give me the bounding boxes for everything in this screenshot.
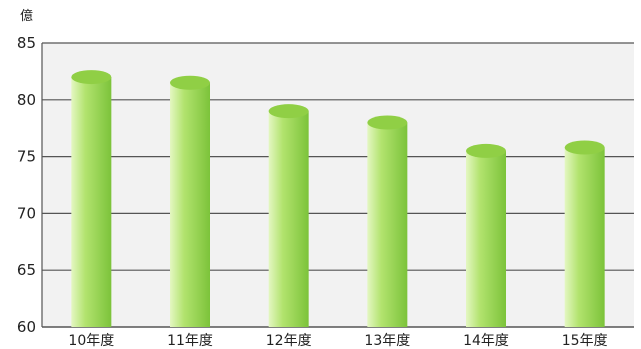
y-tick-label: 60 [17,318,36,336]
bar [170,75,210,327]
bar-top [170,75,210,90]
bar-top [71,70,112,85]
bars [71,70,605,328]
bar [268,104,309,327]
plot-area [42,43,634,327]
bar-body [564,147,605,327]
x-tick-label: 13年度 [364,333,410,349]
bar [367,115,408,328]
bar-body [466,150,506,327]
bar [466,143,506,327]
gridlines [42,42,634,328]
bar [564,140,605,327]
bar-top [268,104,309,119]
y-tick-label: 65 [17,261,36,279]
x-axis: 10年度 11年度 12年度 13年度 14年度 15年度 [68,333,607,349]
bar-top [466,143,506,158]
bar [71,70,112,327]
x-tick-label: 10年度 [68,333,114,349]
x-tick-label: 15年度 [562,333,608,349]
y-tick-label: 70 [17,204,36,222]
bar-body [170,82,210,327]
bar-body [367,122,408,328]
x-tick-label: 12年度 [266,333,312,349]
y-tick-label: 75 [17,148,36,166]
y-tick-label: 80 [17,91,36,109]
bar-top [367,115,408,130]
bar-top [564,140,605,155]
x-tick-label: 11年度 [167,333,213,349]
y-axis: 億 60 65 70 75 80 85 [17,8,43,336]
bar-body [71,77,112,327]
x-tick-label: 14年度 [463,333,509,349]
bar-body [268,111,309,327]
y-unit-label: 億 [20,8,33,24]
y-tick-label: 85 [17,34,36,52]
